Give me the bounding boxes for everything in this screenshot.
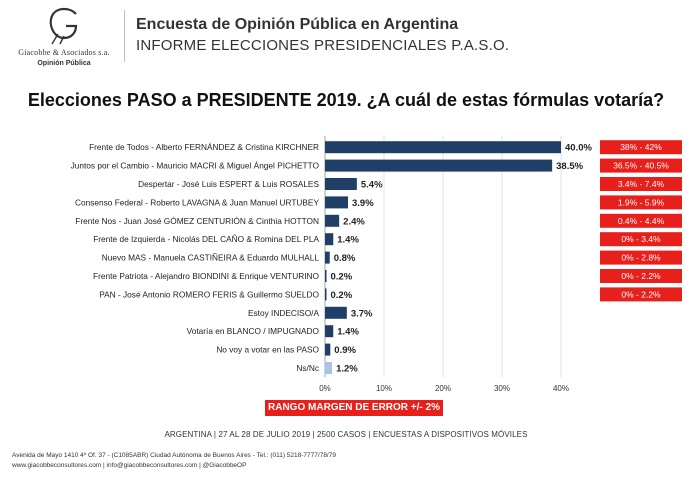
x-tick-label: 20%: [435, 384, 451, 393]
bar: [325, 178, 357, 190]
bar: [325, 306, 347, 319]
data-label: 0.8%: [334, 253, 356, 264]
x-tick-label: 10%: [376, 384, 392, 393]
error-range-box: [600, 158, 682, 173]
data-label: 0.9%: [334, 345, 356, 356]
error-range-box: [600, 177, 682, 191]
error-range-label: 3.4% - 7.4%: [618, 179, 665, 189]
error-range-box: [600, 195, 682, 210]
logo-mark-icon: [49, 7, 78, 45]
data-label: 1.4%: [337, 235, 359, 246]
data-label: 40.0%: [565, 143, 592, 154]
error-range-box: [600, 213, 682, 228]
x-tick-label: 30%: [494, 384, 510, 393]
logo-name: Giacobbe & Asociados s.a.: [18, 48, 110, 57]
error-range-box: [600, 140, 682, 155]
x-tick-label: 40%: [553, 384, 569, 393]
error-range-box: [600, 232, 682, 247]
category-label: Juntos por el Cambio - Mauricio MACRI & …: [71, 161, 320, 171]
error-range-label: 0% - 2.8%: [621, 253, 661, 263]
bar: [325, 251, 330, 264]
bar: [325, 325, 334, 338]
bar: [325, 214, 340, 227]
category-label: Consenso Federal - Roberto LAVAGNA & Jua…: [75, 197, 319, 207]
company-logo: Giacobbe & Asociados s.a. Opinión Públic…: [10, 6, 118, 76]
error-range-label: 0% - 3.4%: [621, 234, 661, 244]
category-label: Frente de Izquierda - Nicolás DEL CAÑO &…: [93, 234, 319, 244]
error-range-box: [600, 287, 682, 302]
error-range-label: 0% - 2.2%: [621, 271, 661, 281]
bar: [325, 141, 561, 154]
x-tick-label: 0%: [319, 384, 331, 393]
error-range-box: [600, 269, 682, 283]
data-label: 0.2%: [331, 272, 353, 283]
data-label: 3.7%: [351, 308, 373, 319]
data-label: 3.9%: [352, 198, 374, 209]
data-label: 0.2%: [331, 290, 353, 301]
survey-info: ARGENTINA | 27 AL 28 DE JULIO 2019 | 250…: [164, 430, 528, 439]
error-range-label: 38% - 42%: [620, 142, 662, 152]
category-label: Nuevo MAS - Manuela CASTIÑEIRA & Eduardo…: [102, 253, 320, 263]
category-label: Frente de Todos - Alberto FERNÁNDEZ & Cr…: [89, 142, 319, 152]
header-divider: [124, 10, 125, 62]
data-label: 38.5%: [556, 161, 583, 172]
data-label: 5.4%: [361, 180, 383, 191]
data-label: 1.2%: [336, 364, 358, 375]
chart-title: Elecciones PASO a PRESIDENTE 2019. ¿A cu…: [27, 90, 665, 110]
logo-tagline: Opinión Pública: [37, 60, 91, 67]
category-label: No voy a votar en las PASO: [216, 345, 319, 355]
category-label: PAN - José Antonio ROMERO FERIS & Guille…: [99, 289, 319, 299]
footer-contact: www.giacobbeconsultores.com | info@giaco…: [12, 462, 247, 469]
category-label: Votaría en BLANCO / IMPUGNADO: [187, 326, 320, 336]
error-range-label: 0.4% - 4.4%: [618, 216, 665, 226]
bar: [325, 159, 553, 172]
bar: [325, 362, 333, 374]
category-label: Frente Patriota - Alejandro BIONDINI & E…: [93, 271, 319, 281]
error-range-box: [600, 250, 682, 265]
error-range-label: 1.9% - 5.9%: [618, 197, 665, 207]
error-range-label: 0% - 2.2%: [621, 289, 661, 299]
header-title: Encuesta de Opinión Pública en Argentina: [136, 16, 459, 33]
category-label: Despertar - José Luis ESPERT & Luis ROSA…: [138, 179, 319, 189]
data-label: 1.4%: [337, 327, 359, 338]
data-label: 2.4%: [343, 216, 365, 227]
footer-address: Avenida de Mayo 1410 4º Of. 37 - (C1085A…: [12, 452, 336, 459]
category-label: Ns/Nc: [296, 363, 319, 373]
error-range-label: 36.5% - 40.5%: [613, 161, 669, 171]
bar: [325, 343, 331, 356]
error-margin-note: RANGO MARGEN DE ERROR +/- 2%: [265, 400, 443, 416]
bar: [325, 270, 327, 282]
bar: [325, 288, 327, 301]
header-subtitle: INFORME ELECCIONES PRESIDENCIALES P.A.S.…: [136, 37, 510, 54]
bar: [325, 196, 349, 209]
bar: [325, 233, 334, 246]
category-label: Frente Nos - Juan José GÓMEZ CENTURIÓN &…: [75, 216, 319, 226]
category-label: Estoy INDECISO/A: [248, 308, 319, 318]
